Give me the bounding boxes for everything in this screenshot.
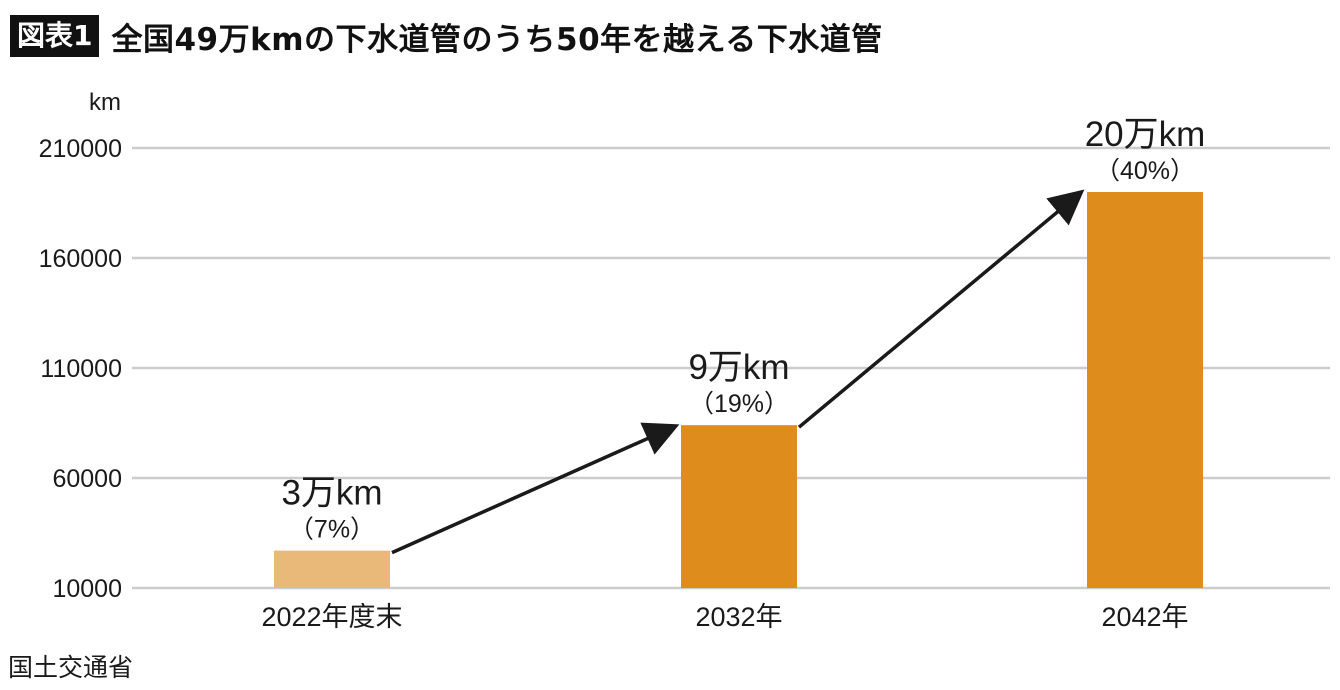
source-credit: 国土交通省 [8,653,134,682]
x-axis-labels: 2022年度末 2032年 2042年 [261,602,1188,632]
bar-3 [1087,192,1203,588]
data-labels: 3万km （7%） 9万km （19%） 20万km （40%） [281,115,1205,544]
y-tick-label: 160000 [39,245,122,273]
percent-label: （19%） [689,390,789,418]
y-tick-label: 210000 [39,135,122,163]
x-tick-label: 2022年度末 [261,602,402,632]
trend-arrow [797,189,1085,429]
percent-label: （7%） [289,516,375,544]
chart-header: 図表1 全国49万kmの下水道管のうち50年を越える下水道管 [10,14,883,58]
x-tick-label: 2042年 [1101,602,1188,632]
chart-title: 全国49万kmの下水道管のうち50年を越える下水道管 [111,21,883,58]
y-tick-label: 110000 [40,355,122,383]
trend-arrow [391,422,680,555]
bar-1 [274,550,390,588]
y-axis-unit: km [89,89,121,116]
bar-chart: 10000 60000 110000 160000 210000 km 3万km （7%）… [39,89,1330,632]
bars [274,192,1203,588]
figure-badge: 図表1 [10,15,100,57]
bar-2 [681,425,797,588]
percent-label: （40%） [1095,157,1195,185]
x-tick-label: 2032年 [695,602,782,632]
data-label: 3万km [281,474,382,513]
y-tick-label: 10000 [52,575,122,603]
trend-arrows [391,189,1085,555]
y-axis-ticks: 10000 60000 110000 160000 210000 [39,135,122,603]
data-label: 20万km [1085,115,1206,154]
data-label: 9万km [688,348,789,387]
y-tick-label: 60000 [52,465,122,493]
